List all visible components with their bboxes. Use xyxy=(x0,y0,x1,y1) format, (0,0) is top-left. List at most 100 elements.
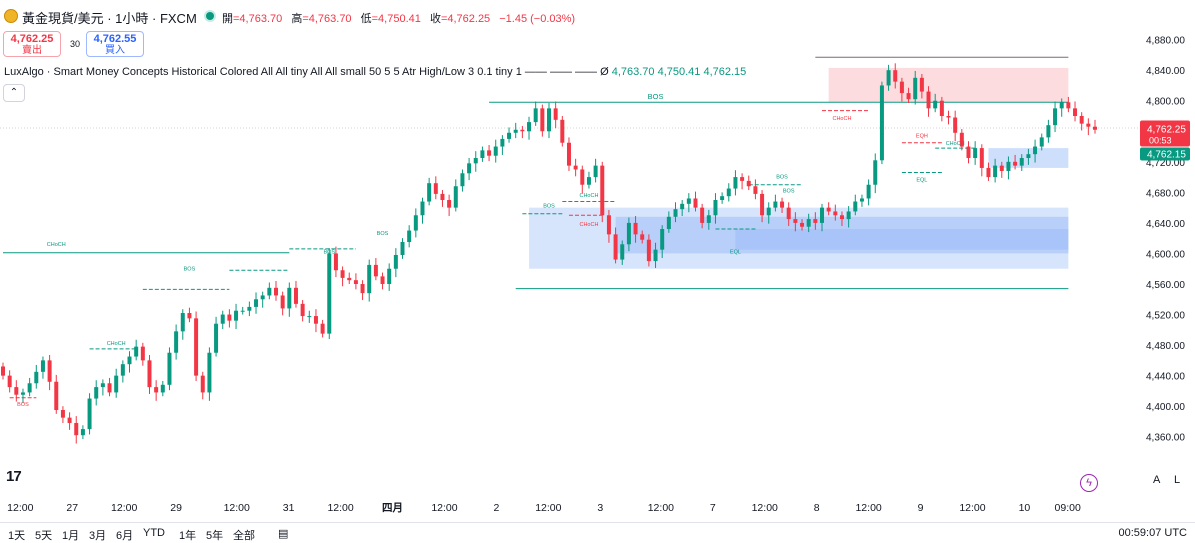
time-tick-label: 31 xyxy=(283,502,295,514)
last-price-value: 4,762.25 xyxy=(1147,125,1186,136)
time-tick-label: 10 xyxy=(1019,502,1031,514)
candle-body xyxy=(234,310,239,321)
candle-body xyxy=(1053,108,1058,126)
candle-body xyxy=(147,360,152,388)
candle-body xyxy=(473,158,478,164)
candle-body xyxy=(899,81,904,94)
time-tick-label: 12:00 xyxy=(855,502,881,514)
structure-label-bos: BOS xyxy=(648,92,664,101)
range-button[interactable]: 全部 xyxy=(233,530,255,542)
range-button[interactable]: 3月 xyxy=(89,530,107,542)
range-button[interactable]: 1月 xyxy=(62,530,80,542)
indicator-legend[interactable]: LuxAlgo · Smart Money Concepts Historica… xyxy=(4,66,746,78)
candle-body xyxy=(826,207,831,212)
auto-scale-button[interactable]: A xyxy=(1153,474,1161,486)
candle-body xyxy=(1006,161,1011,171)
candle-body xyxy=(1013,161,1018,166)
price-tick-label: 4,480.00 xyxy=(1146,341,1185,352)
candle-body xyxy=(653,249,658,262)
tradingview-logo-icon[interactable]: 17 xyxy=(6,468,22,485)
candle-body xyxy=(140,346,145,361)
sell-button[interactable]: 4,762.25 賣出 xyxy=(3,31,61,57)
candle-body xyxy=(420,201,425,216)
bottom-toolbar: 1天 5天 1月 3月 6月 YTD 1年 5年 全部 ▤ 00:59:07 UTC xyxy=(0,522,1195,542)
price-axis[interactable]: 4,880.004,840.004,800.004,760.004,720.00… xyxy=(1146,36,1185,444)
bar-countdown: 00:53 xyxy=(1149,136,1172,146)
price-tick-label: 4,720.00 xyxy=(1146,158,1185,169)
candle-body xyxy=(340,270,345,278)
price-tick-label: 4,640.00 xyxy=(1146,219,1185,230)
price-tick-label: 4,840.00 xyxy=(1146,66,1185,77)
price-tick-label: 4,600.00 xyxy=(1146,249,1185,260)
low-label: 低 xyxy=(360,13,372,25)
candle-body xyxy=(700,207,705,223)
candle-body xyxy=(547,108,551,132)
chevron-up-icon[interactable]: ⌃ xyxy=(3,84,25,102)
structure-label-choch: CHoCH xyxy=(832,116,851,122)
candle-body xyxy=(214,323,219,353)
price-tick-label: 4,520.00 xyxy=(1146,311,1185,322)
symbol-title[interactable]: 黃金現貨/美元 · 1小時 · FXCM xyxy=(22,11,197,26)
candle-body xyxy=(207,352,212,393)
lightning-icon[interactable]: ϟ xyxy=(1080,474,1098,492)
structure-label-choch: CHoCH xyxy=(579,193,598,199)
candle-body xyxy=(107,383,112,393)
calendar-icon[interactable]: ▤ xyxy=(278,528,289,540)
utc-clock[interactable]: 00:59:07 UTC xyxy=(1118,527,1187,539)
candle-body xyxy=(433,183,438,194)
indicator-price-tag xyxy=(1140,147,1190,161)
range-button[interactable]: 5年 xyxy=(206,530,224,542)
candle-body xyxy=(134,346,139,357)
structure-label-choch: CHoCH xyxy=(107,341,126,347)
buy-button[interactable]: 4,762.55 買入 xyxy=(86,31,144,57)
candle-body xyxy=(726,188,731,197)
candle-body xyxy=(307,316,312,318)
candle-body xyxy=(593,165,598,178)
structure-label-choch: CHoCH xyxy=(579,222,598,228)
candle-body xyxy=(786,207,791,220)
sell-price: 4,762.25 xyxy=(10,33,54,45)
candle-body xyxy=(853,201,858,212)
range-button[interactable]: 5天 xyxy=(35,530,53,542)
candle-body xyxy=(460,173,465,187)
candle-body xyxy=(953,117,958,133)
candle-body xyxy=(80,429,85,436)
price-tick-label: 4,800.00 xyxy=(1146,97,1185,108)
candle-body xyxy=(733,177,738,189)
candle-body xyxy=(167,352,172,385)
range-button[interactable]: 1天 xyxy=(8,530,26,542)
time-tick-label: 12:00 xyxy=(648,502,674,514)
time-tick-label: 29 xyxy=(170,502,182,514)
candle-body xyxy=(493,146,498,156)
candle-body xyxy=(87,398,92,430)
candle-body xyxy=(260,295,265,300)
time-tick-label: 12:00 xyxy=(431,502,457,514)
candle-body xyxy=(566,142,571,166)
range-button[interactable]: 1年 xyxy=(179,530,197,542)
candle-body xyxy=(540,108,545,132)
candle-body xyxy=(120,364,125,376)
candle-body xyxy=(367,264,372,294)
candle-body xyxy=(686,198,691,204)
time-axis[interactable]: 12:00 27 12:00 29 12:00 31 12:00 四月 12:00 2 12:00 3… xyxy=(7,502,1081,514)
candle-body xyxy=(353,280,358,284)
candle-body xyxy=(247,306,252,311)
candle-body xyxy=(600,165,605,216)
candle-body xyxy=(287,287,292,309)
candle-body xyxy=(813,219,818,223)
indicator-name: LuxAlgo · Smart Money Concepts Historica… xyxy=(4,66,609,78)
range-button[interactable]: YTD xyxy=(143,527,165,539)
candle-body xyxy=(373,264,378,277)
candle-body xyxy=(993,165,998,178)
candle-body xyxy=(487,150,492,156)
indicator-values: 4,763.70 4,750.41 4,762.15 xyxy=(611,66,747,78)
candle-body xyxy=(154,387,159,393)
range-button[interactable]: 6月 xyxy=(116,530,134,542)
candle-body xyxy=(1033,146,1038,155)
candle-body xyxy=(380,276,385,284)
structure-label-eqh: EQH xyxy=(916,133,928,139)
candle-body xyxy=(999,165,1004,171)
price-tick-label: 4,560.00 xyxy=(1146,280,1185,291)
log-scale-button[interactable]: L xyxy=(1174,474,1181,486)
